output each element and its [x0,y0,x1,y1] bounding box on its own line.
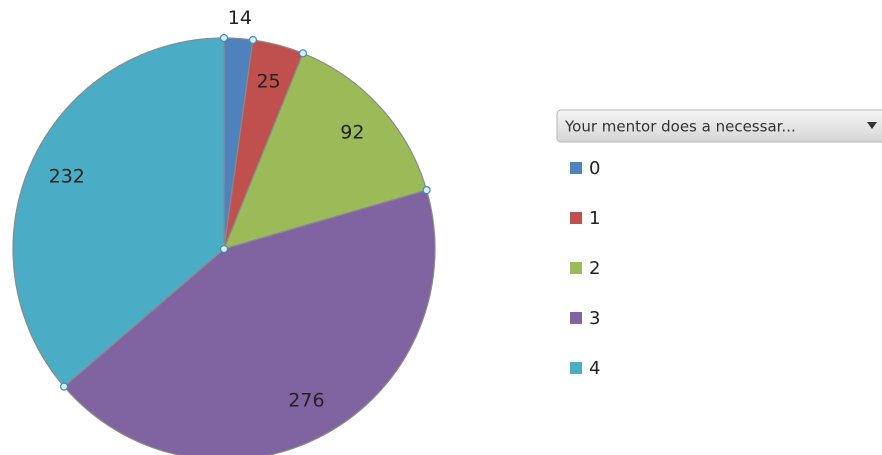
pie-slice [63,189,436,455]
handle [59,382,69,391]
data-label: 92 [340,121,364,143]
data-label: 14 [228,7,252,29]
legend-label: 2 [589,258,600,279]
legend-label: 4 [589,358,600,379]
legend-swatch [570,362,582,374]
data-label: 25 [256,70,280,92]
data-label: 276 [288,390,324,412]
legend-swatch [570,212,582,224]
legend-swatch [570,312,582,324]
handle [219,244,229,254]
data-label: 232 [49,165,85,187]
legend-swatch [570,162,582,174]
legend-label: 0 [589,158,600,179]
dropdown-arrow[interactable] [867,122,877,129]
handle [422,186,431,195]
pie-slice [12,37,225,388]
pie-slice [222,52,428,250]
legend-swatch [570,262,582,274]
legend-label: 1 [589,208,600,229]
legend-dropdown[interactable]: Your mentor does a necessar... [556,109,882,143]
dropdown-label[interactable]: Your mentor does a necessar... [564,118,796,136]
legend-label: 3 [589,308,600,329]
handle [219,33,229,43]
handle [248,35,258,45]
handle [298,49,308,58]
dropdown-box[interactable] [556,109,882,143]
